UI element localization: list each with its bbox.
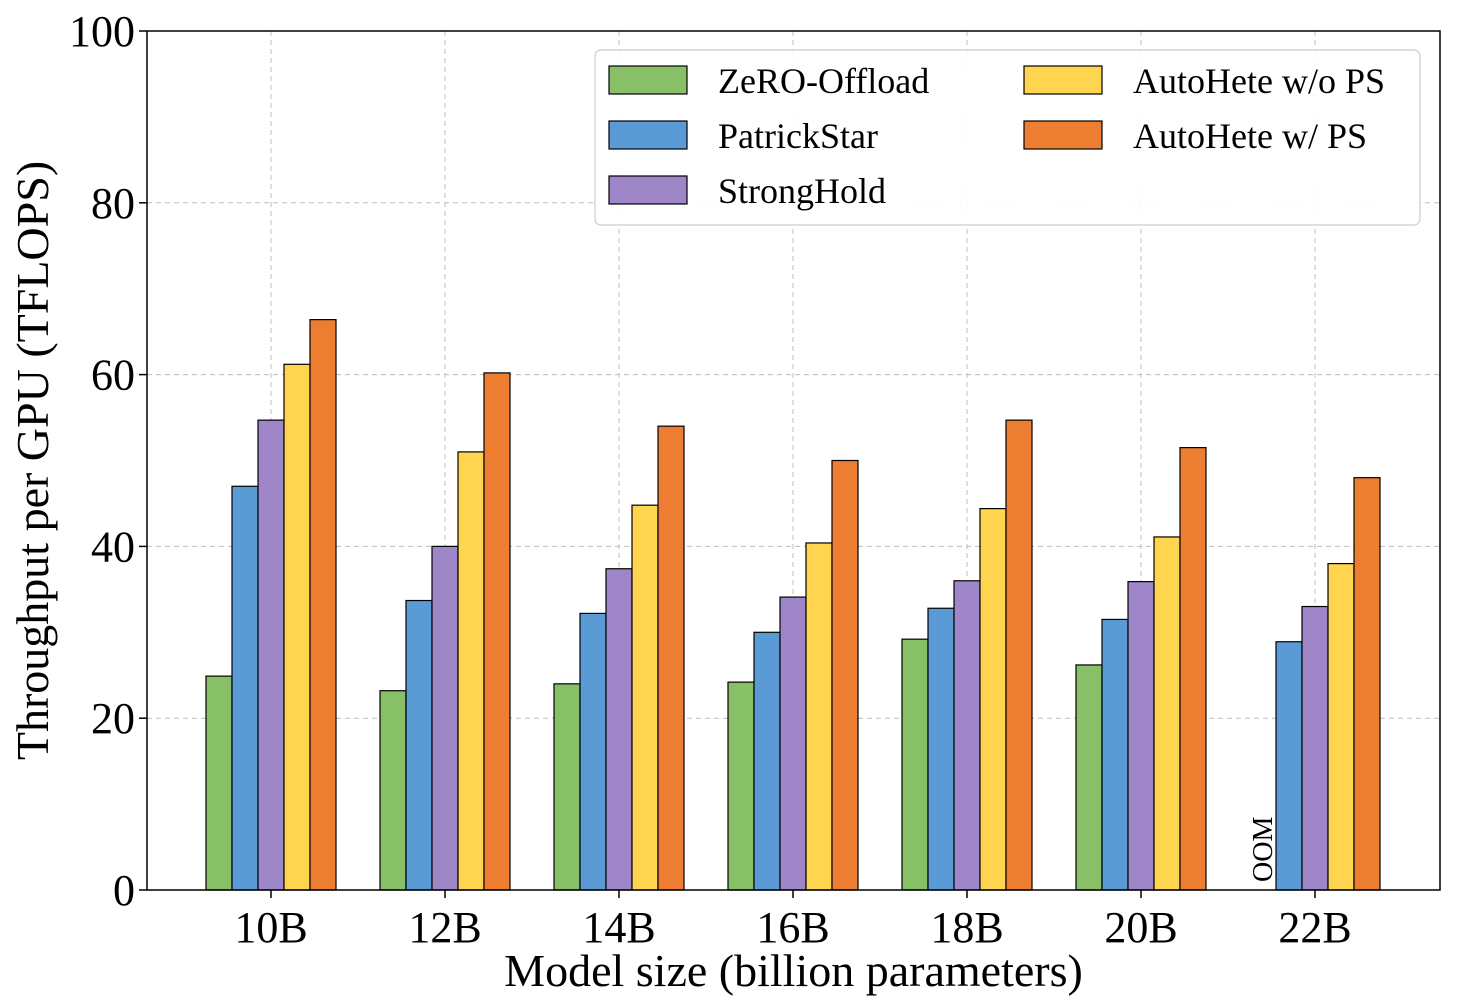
legend-label: PatrickStar — [718, 116, 878, 156]
x-tick-label: 18B — [930, 903, 1003, 952]
x-tick-label: 16B — [756, 903, 829, 952]
y-tick-label: 60 — [91, 351, 135, 400]
bar — [1153, 536, 1181, 891]
bar — [631, 504, 659, 891]
oom-annotation: OOM — [1248, 817, 1279, 882]
bar — [1101, 618, 1129, 891]
bar — [457, 451, 485, 891]
bar — [1075, 664, 1103, 891]
bar — [927, 607, 955, 891]
bar — [405, 599, 433, 891]
bar — [979, 508, 1007, 891]
bar — [231, 485, 259, 891]
bar — [605, 568, 633, 891]
bar — [779, 596, 807, 891]
bar — [953, 580, 981, 891]
bar — [483, 372, 511, 891]
bar — [205, 675, 233, 891]
x-tick-label: 12B — [408, 903, 481, 952]
x-axis-title: Model size (billion parameters) — [504, 945, 1083, 996]
legend-swatch — [1023, 65, 1103, 95]
bar — [1005, 419, 1033, 891]
legend-swatch — [608, 175, 688, 205]
bar — [379, 690, 407, 891]
legend-swatch — [608, 120, 688, 150]
bar — [1127, 581, 1155, 891]
x-tick-label: 20B — [1104, 903, 1177, 952]
bar — [1275, 641, 1303, 891]
x-tick-label: 14B — [582, 903, 655, 952]
bar — [727, 681, 755, 891]
bar — [831, 459, 859, 891]
y-tick-label: 100 — [69, 7, 135, 56]
y-tick-label: 80 — [91, 179, 135, 228]
y-tick-label: 40 — [91, 522, 135, 571]
bar — [553, 683, 581, 891]
axis-ticks: 0 20 40 60 80 100 10B 12B 14B 16B 18B 20B 22B — [69, 7, 1352, 952]
legend-frame — [594, 49, 1421, 226]
bar — [309, 319, 337, 891]
annotations: OOM — [1248, 817, 1279, 882]
bar — [657, 425, 685, 891]
legend-label: ZeRO-Offload — [718, 61, 929, 101]
x-tick-label: 22B — [1278, 903, 1351, 952]
bar — [431, 545, 459, 891]
legend-label: StrongHold — [718, 171, 886, 211]
bar — [283, 363, 311, 891]
bar — [1301, 605, 1329, 891]
bar — [805, 542, 833, 891]
legend: ZeRO-Offload PatrickStar StrongHold AutoHet… — [594, 49, 1421, 226]
legend-label: AutoHete w/o PS — [1133, 61, 1385, 101]
bar — [1353, 477, 1381, 891]
x-tick-label: 10B — [234, 903, 307, 952]
bar — [753, 631, 781, 891]
y-axis-title: Throughput per GPU (TFLOPS) — [7, 161, 58, 760]
bars — [205, 319, 1381, 891]
bar — [257, 419, 285, 891]
y-tick-label: 0 — [113, 866, 135, 915]
bar — [901, 638, 929, 891]
legend-swatch — [608, 65, 688, 95]
bar — [1327, 562, 1355, 891]
legend-swatch — [1023, 120, 1103, 150]
bar — [579, 612, 607, 891]
legend-label: AutoHete w/ PS — [1133, 116, 1367, 156]
y-tick-label: 20 — [91, 694, 135, 743]
bar — [1179, 447, 1207, 891]
